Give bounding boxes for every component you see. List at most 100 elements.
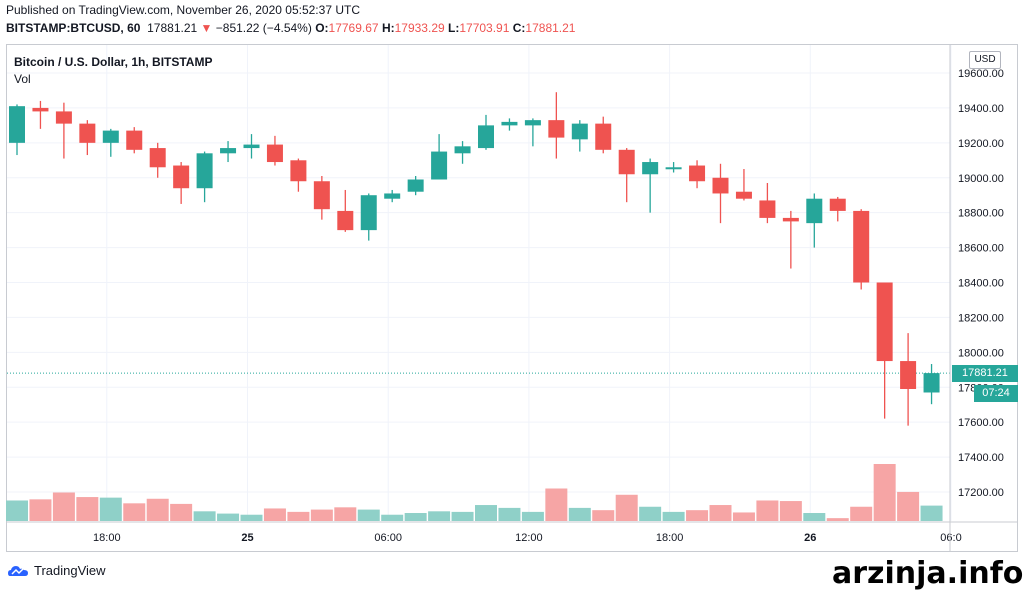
- candle-body: [196, 153, 213, 189]
- candle-body: [689, 165, 706, 182]
- y-tick-label: 18600.00: [958, 243, 1004, 255]
- volume-bar: [568, 507, 591, 521]
- volume-bar: [170, 503, 193, 521]
- open-label: O:: [315, 21, 329, 35]
- volume-bar: [287, 511, 310, 521]
- grid-lines: [7, 45, 952, 521]
- price-change: −851.22 (−4.54%): [215, 21, 312, 35]
- low-label: L:: [448, 21, 460, 35]
- volume-bar: [897, 491, 920, 521]
- candle-body: [806, 198, 823, 224]
- candle-body: [431, 151, 448, 180]
- volume-bar: [334, 507, 357, 521]
- candle-body: [571, 123, 588, 140]
- y-tick-label: 18200.00: [958, 312, 1004, 324]
- candle-body: [782, 217, 799, 222]
- candle-body: [102, 130, 119, 143]
- candle-body: [407, 179, 424, 192]
- volume-bar: [193, 511, 216, 521]
- candle-body: [337, 210, 354, 231]
- y-tick-label: 19400.00: [958, 103, 1004, 115]
- volume-bar: [451, 511, 474, 521]
- volume-bar: [639, 506, 662, 521]
- down-triangle-icon: ▼: [200, 21, 213, 35]
- candle-body: [595, 123, 612, 150]
- volume-bar: [709, 505, 732, 521]
- site-watermark: arzinja.info: [832, 556, 1024, 591]
- volume-bar: [521, 511, 544, 521]
- close-label: C:: [512, 21, 526, 35]
- x-tick-label: 12:00: [515, 532, 543, 544]
- y-tick-label: 18400.00: [958, 278, 1004, 290]
- symbol-info-row: BITSTAMP:BTCUSD, 60 17881.21 ▼ −851.22 (…: [6, 21, 575, 35]
- candle-body: [360, 195, 377, 231]
- volume-bar: [381, 514, 404, 521]
- tradingview-logo-text: TradingView: [34, 563, 106, 578]
- volume-bar: [357, 509, 380, 521]
- y-tick-label: 17200.00: [958, 487, 1004, 499]
- volume-bar: [732, 512, 755, 521]
- currency-button[interactable]: USD: [969, 51, 1001, 69]
- candle-body: [173, 165, 190, 189]
- tradingview-logo[interactable]: TradingView: [8, 563, 106, 578]
- legend-volume[interactable]: Vol: [14, 72, 31, 86]
- candles: [9, 92, 940, 426]
- volume-bar: [545, 488, 568, 521]
- candle-body: [759, 200, 776, 218]
- volume-bar: [146, 498, 169, 521]
- candle-body: [548, 120, 565, 138]
- y-tick-label: 19600.00: [958, 68, 1004, 80]
- volume-bar: [826, 518, 849, 521]
- last-price: 17881.21: [147, 21, 198, 35]
- x-tick-label: 26: [804, 532, 816, 544]
- volume-bar: [29, 499, 52, 521]
- candle-body: [712, 177, 729, 194]
- volume-bar: [592, 510, 615, 521]
- symbol-name[interactable]: BITSTAMP:BTCUSD, 60: [6, 21, 141, 35]
- tradingview-cloud-icon: [8, 565, 28, 576]
- candle-body: [923, 373, 940, 393]
- volume-bar: [779, 501, 802, 521]
- y-tick-label: 18800.00: [958, 208, 1004, 220]
- axes: 19600.00 19400.00 19200.00 19000.00 18800.00…: [7, 45, 1017, 551]
- candle-body: [149, 148, 166, 168]
- volume-bar: [920, 505, 943, 521]
- candle-body: [618, 149, 635, 175]
- volume-bar: [310, 509, 333, 521]
- volume-bar: [686, 510, 709, 521]
- x-tick-label: 06:00: [374, 532, 402, 544]
- volume-bar: [404, 513, 427, 521]
- candle-body: [454, 146, 471, 154]
- x-tick-label: 18:00: [93, 532, 121, 544]
- volume-bar: [756, 500, 779, 521]
- candle-body: [384, 193, 401, 199]
- x-tick-label: 18:00: [656, 532, 684, 544]
- y-tick-label: 19000.00: [958, 173, 1004, 185]
- open-value: 17769.67: [328, 21, 379, 35]
- candle-body: [290, 160, 307, 182]
- high-value: 17933.29: [394, 21, 445, 35]
- x-tick-label: 25: [241, 532, 253, 544]
- candle-body: [126, 130, 143, 150]
- candle-body: [876, 282, 893, 362]
- volume-bar: [850, 506, 873, 521]
- candle-body: [55, 111, 72, 124]
- candle-body: [642, 162, 659, 175]
- candle-body: [665, 167, 682, 170]
- volume-bar: [428, 511, 451, 521]
- volume-bar: [217, 513, 240, 521]
- volume-bar: [475, 505, 497, 521]
- y-tick-label: 17400.00: [958, 452, 1004, 464]
- volume-bar: [615, 494, 638, 521]
- candle-body: [220, 148, 237, 154]
- volume-bar: [52, 492, 75, 521]
- candle-body: [313, 181, 330, 210]
- candle-body: [829, 198, 846, 211]
- volume-bar: [498, 507, 521, 521]
- volume-bar: [76, 497, 99, 521]
- candle-body: [478, 125, 494, 149]
- legend-title[interactable]: Bitcoin / U.S. Dollar, 1h, BITSTAMP: [14, 55, 213, 69]
- close-value: 17881.21: [525, 21, 576, 35]
- last-price-tag: 17881.21: [952, 365, 1018, 383]
